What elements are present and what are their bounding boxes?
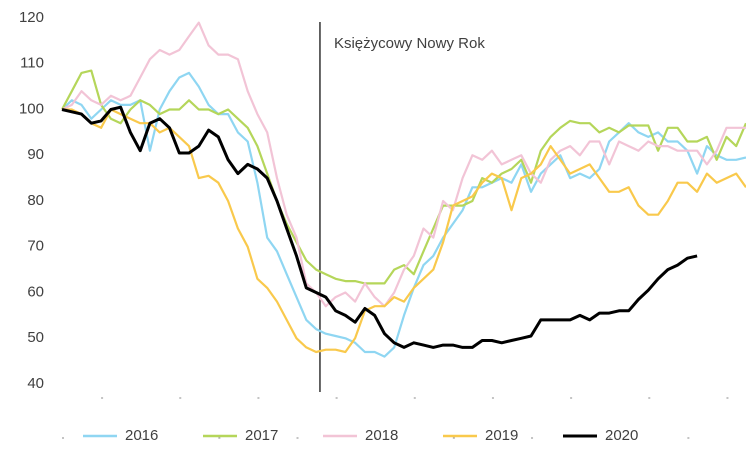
- legend-label: 2018: [365, 427, 398, 444]
- series-line: [61, 105, 698, 349]
- series-line: [62, 108, 746, 354]
- y-tick-label: 100: [19, 100, 44, 117]
- series-line: [61, 21, 746, 308]
- y-tick-label: 70: [27, 238, 44, 255]
- annotation-text: Księżycowy Nowy Rok: [334, 35, 485, 52]
- y-tick-label: 110: [20, 55, 44, 72]
- y-tick-label: 40: [27, 375, 44, 392]
- legend-label: 2020: [605, 427, 638, 444]
- series-line: [61, 71, 746, 358]
- legend-label: 2016: [125, 427, 158, 444]
- y-tick-label: 90: [27, 146, 44, 163]
- y-tick-label: 80: [27, 192, 44, 209]
- y-tick-label: 120: [19, 9, 44, 26]
- y-tick-label: 50: [27, 329, 44, 346]
- y-tick-label: 60: [27, 283, 44, 300]
- legend-label: 2019: [485, 427, 518, 444]
- legend-label: 2017: [245, 427, 278, 444]
- series-line: [61, 69, 746, 285]
